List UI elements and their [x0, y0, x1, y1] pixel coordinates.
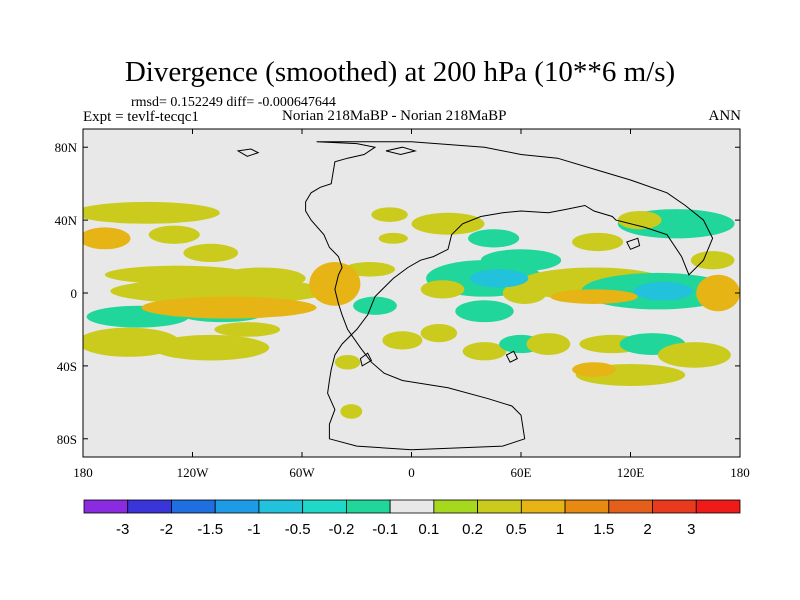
colorbar-swatch: [302, 499, 347, 514]
colorbar-swatch: [389, 499, 435, 514]
colorbar-swatch: [477, 499, 522, 514]
divergence-blob-22: [420, 280, 465, 299]
divergence-blob-45: [469, 269, 529, 288]
divergence-blob-33: [617, 210, 662, 230]
x-tick-label: 120E: [617, 465, 645, 480]
colorbar-label: -2: [160, 521, 173, 538]
coastline-southern-islet: [359, 352, 373, 367]
divergence-blob-18: [411, 212, 485, 235]
divergence-blob-9: [214, 322, 281, 337]
y-tick-label: 40S: [57, 359, 77, 374]
divergence-blob-37: [657, 342, 731, 368]
colorbar-label: -0.1: [372, 521, 398, 538]
coastline-eastern-islet: [505, 350, 518, 363]
coastline-cathaysia-islet: [626, 237, 641, 250]
y-tick-label: 0: [71, 286, 78, 301]
x-tick-label: 180: [73, 465, 93, 480]
colorbar-label: 3: [687, 521, 695, 538]
divergence-blob-46: [634, 282, 693, 301]
divergence-blob-17: [340, 404, 363, 419]
colorbar-label: 1.5: [593, 521, 614, 538]
colorbar-swatch: [214, 499, 260, 514]
y-tick-label: 80N: [55, 140, 78, 155]
divergence-blob-40: [83, 227, 131, 250]
colorbar-swatch: [171, 499, 216, 514]
experiment-label: Expt = tevlf-tecqc1: [83, 109, 199, 125]
colorbar-label: -1.5: [197, 521, 223, 538]
colorbar-swatch: [433, 499, 479, 514]
divergence-blob-8: [152, 334, 270, 361]
divergence-blob-34: [690, 251, 735, 270]
colorbar-swatch: [564, 499, 610, 514]
x-tick-label: 60W: [289, 465, 315, 480]
divergence-blob-15: [382, 331, 423, 350]
coastline-arctic-islet: [236, 148, 260, 157]
coastline-pangea-outline: [305, 141, 714, 451]
divergence-blob-26: [462, 342, 507, 361]
divergence-blob-41: [309, 261, 361, 306]
colorbar-swatch: [127, 499, 172, 514]
colorbar-label: 0.5: [506, 521, 527, 538]
divergence-blob-39: [141, 296, 317, 319]
divergence-blob-31: [572, 232, 624, 252]
colorbar-label: 2: [643, 521, 651, 538]
x-tick-label: 0: [408, 465, 415, 480]
y-tick-label: 40N: [55, 213, 78, 228]
axis-ticks-layer: 180 120W 60W 0 60E 120E 180 80N 40N 0 40S 80S: [55, 129, 750, 480]
divergence-blob-2: [183, 243, 239, 263]
x-tick-label: 180: [730, 465, 750, 480]
colorbar-label: -1: [247, 521, 260, 538]
colorbar-swatch: [83, 499, 129, 514]
divergence-blob-43: [696, 274, 740, 312]
colorbar-swatch: [520, 499, 566, 514]
divergence-blob-44: [572, 362, 616, 377]
x-tick-label: 60E: [511, 465, 532, 480]
colorbar-swatch: [608, 499, 653, 514]
season-label: ANN: [708, 108, 742, 124]
colorbar-label: -0.5: [285, 521, 311, 538]
divergence-blob-42: [550, 289, 638, 304]
colorbar-swatch: [345, 499, 391, 514]
divergence-blob-1: [104, 265, 251, 284]
divergence-blob-25: [420, 323, 458, 343]
coastline-ne-island: [385, 146, 418, 156]
divergence-blob-20: [480, 249, 562, 272]
x-tick-label: 120W: [177, 465, 210, 480]
colorbar-label: -0.2: [328, 521, 354, 538]
colorbar: -3 -2 -1.5 -1 -0.5 -0.2 -0.1 0.1 0.2 0.5 1 1.5 2 3: [83, 499, 741, 538]
colorbar-label: 1: [556, 521, 564, 538]
chart-title: Divergence (smoothed) at 200 hPa (10**6 …: [124, 56, 676, 88]
coastline-layer: [236, 141, 714, 451]
rmsd-diff-stats: rmsd= 0.152249 diff= -0.000647644: [131, 95, 336, 110]
divergence-blob-16: [334, 354, 361, 370]
y-tick-label: 80S: [57, 432, 77, 447]
colorbar-swatch: [652, 499, 697, 514]
colorbar-label: 0.2: [462, 521, 483, 538]
divergence-blob-21: [468, 229, 520, 248]
colorbar-label: -3: [116, 521, 129, 538]
divergence-blob-28: [526, 333, 571, 355]
divergence-blob-11: [371, 207, 408, 222]
colorbar-swatch: [695, 499, 741, 514]
divergence-blob-5: [83, 201, 220, 224]
contour-fill-layer: [83, 201, 740, 419]
case-label: Norian 218MaBP - Norian 218MaBP: [282, 108, 507, 124]
divergence-blob-12: [378, 232, 408, 244]
divergence-blob-24: [455, 300, 514, 323]
divergence-blob-10: [218, 267, 306, 290]
divergence-blob-14: [353, 296, 397, 315]
colorbar-swatch: [258, 499, 304, 514]
divergence-blob-6: [148, 225, 200, 244]
colorbar-label: 0.1: [418, 521, 439, 538]
